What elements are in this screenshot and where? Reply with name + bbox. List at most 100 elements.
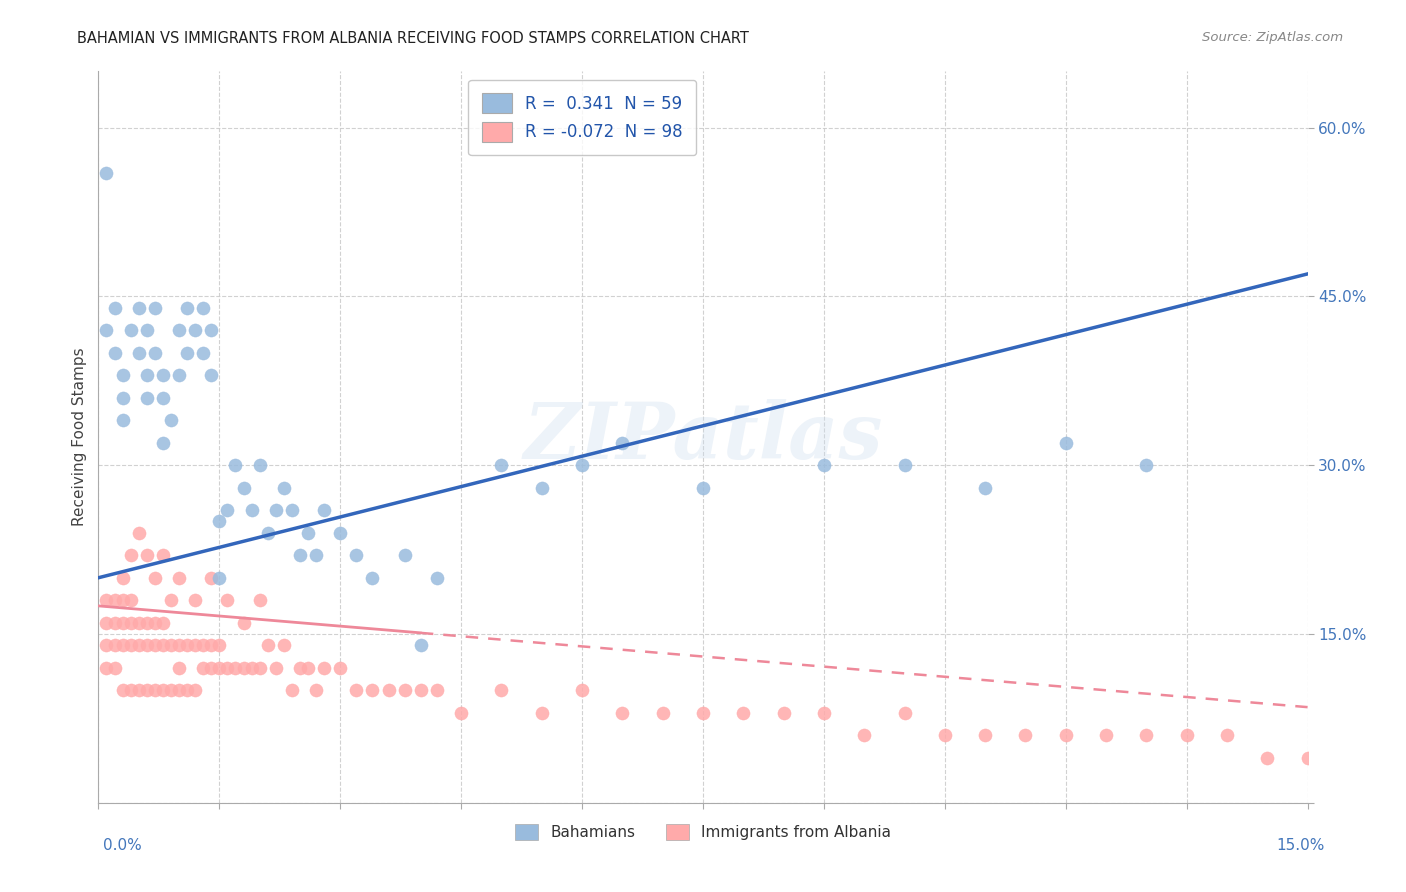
Point <box>450 706 472 720</box>
Point <box>217 593 239 607</box>
Point <box>200 571 222 585</box>
Point <box>692 706 714 720</box>
Point <box>120 593 142 607</box>
Point <box>571 458 593 473</box>
Point <box>160 413 183 427</box>
Point <box>120 615 142 630</box>
Point <box>329 525 352 540</box>
Text: Source: ZipAtlas.com: Source: ZipAtlas.com <box>1202 31 1343 45</box>
Point <box>377 683 399 698</box>
Point <box>111 571 134 585</box>
Point <box>167 638 190 652</box>
Legend: Bahamians, Immigrants from Albania: Bahamians, Immigrants from Albania <box>509 817 897 847</box>
Text: BAHAMIAN VS IMMIGRANTS FROM ALBANIA RECEIVING FOOD STAMPS CORRELATION CHART: BAHAMIAN VS IMMIGRANTS FROM ALBANIA RECE… <box>77 31 749 46</box>
Point <box>974 481 997 495</box>
Point <box>813 706 835 720</box>
Point <box>135 638 157 652</box>
Point <box>111 391 134 405</box>
Point <box>135 391 157 405</box>
Point <box>329 661 352 675</box>
Point <box>314 503 336 517</box>
Point <box>135 615 157 630</box>
Point <box>103 661 125 675</box>
Point <box>111 368 134 383</box>
Point <box>1054 728 1077 742</box>
Point <box>193 301 215 315</box>
Point <box>249 661 271 675</box>
Point <box>111 638 134 652</box>
Point <box>143 571 166 585</box>
Point <box>120 548 142 562</box>
Point <box>152 638 174 652</box>
Point <box>120 638 142 652</box>
Point <box>96 638 118 652</box>
Point <box>224 661 246 675</box>
Point <box>1095 728 1118 742</box>
Point <box>200 323 222 337</box>
Point <box>96 593 118 607</box>
Point <box>103 345 125 359</box>
Point <box>96 661 118 675</box>
Point <box>612 435 634 450</box>
Point <box>160 638 183 652</box>
Point <box>530 481 553 495</box>
Point <box>208 571 231 585</box>
Point <box>426 683 449 698</box>
Text: ZIPatlas: ZIPatlas <box>523 399 883 475</box>
Point <box>111 593 134 607</box>
Point <box>135 323 157 337</box>
Point <box>143 301 166 315</box>
Point <box>361 571 384 585</box>
Point <box>176 301 198 315</box>
Point <box>288 548 311 562</box>
Point <box>152 368 174 383</box>
Point <box>200 638 222 652</box>
Point <box>193 638 215 652</box>
Point <box>208 638 231 652</box>
Point <box>152 615 174 630</box>
Point <box>571 683 593 698</box>
Point <box>167 683 190 698</box>
Point <box>232 481 254 495</box>
Point <box>297 525 319 540</box>
Point <box>193 345 215 359</box>
Point <box>176 638 198 652</box>
Point <box>491 683 513 698</box>
Point <box>394 548 416 562</box>
Point <box>288 661 311 675</box>
Point <box>772 706 794 720</box>
Point <box>1135 458 1157 473</box>
Point <box>273 638 295 652</box>
Point <box>96 323 118 337</box>
Point <box>143 683 166 698</box>
Point <box>1014 728 1036 742</box>
Point <box>200 661 222 675</box>
Point <box>184 323 207 337</box>
Point <box>167 368 190 383</box>
Point <box>184 593 207 607</box>
Point <box>530 706 553 720</box>
Point <box>208 515 231 529</box>
Point <box>1296 751 1319 765</box>
Point <box>612 706 634 720</box>
Point <box>232 615 254 630</box>
Point <box>167 661 190 675</box>
Point <box>135 368 157 383</box>
Point <box>128 683 150 698</box>
Point <box>240 503 263 517</box>
Point <box>491 458 513 473</box>
Point <box>1135 728 1157 742</box>
Point <box>974 728 997 742</box>
Point <box>167 571 190 585</box>
Point <box>249 593 271 607</box>
Point <box>111 413 134 427</box>
Point <box>103 593 125 607</box>
Point <box>208 661 231 675</box>
Point <box>96 166 118 180</box>
Point <box>160 593 183 607</box>
Point <box>426 571 449 585</box>
Point <box>1256 751 1278 765</box>
Point <box>264 503 287 517</box>
Point <box>176 345 198 359</box>
Point <box>152 548 174 562</box>
